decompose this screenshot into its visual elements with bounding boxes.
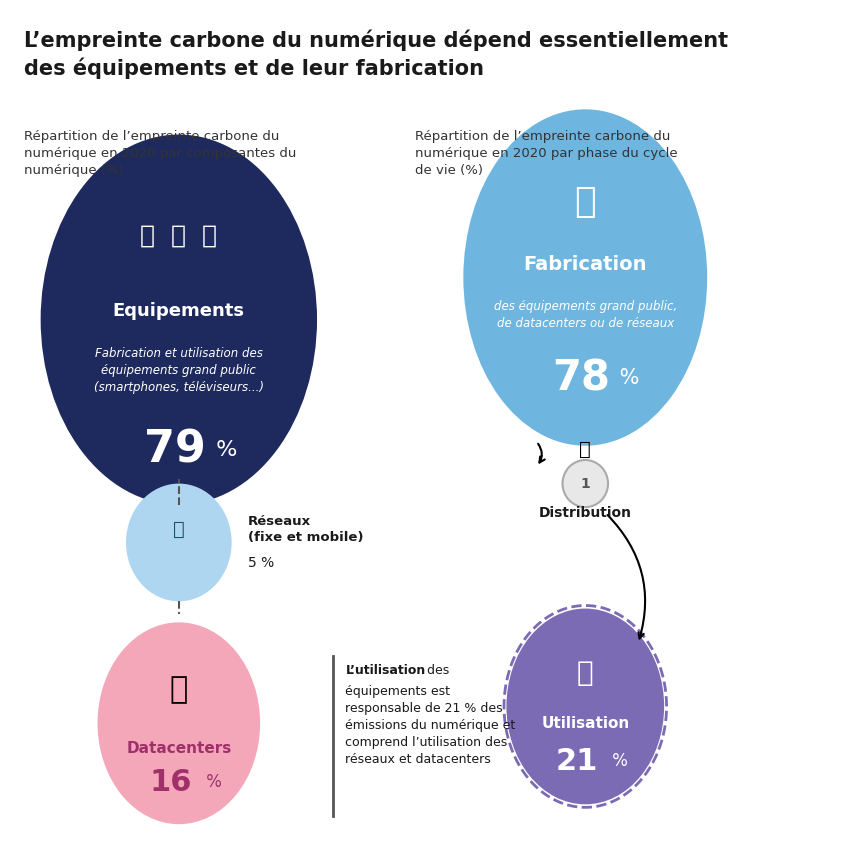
Text: des équipements grand public,
de datacenters ou de réseaux: des équipements grand public, de datacen… — [494, 300, 677, 331]
Text: L’utilisation: L’utilisation — [346, 664, 426, 677]
Ellipse shape — [463, 109, 708, 446]
Text: 1: 1 — [580, 477, 590, 490]
Text: 16: 16 — [150, 768, 192, 796]
Text: Datacenters: Datacenters — [126, 741, 231, 756]
Text: équipements est
responsable de 21 % des
émissions du numérique et
comprend l’uti: équipements est responsable de 21 % des … — [346, 685, 516, 766]
Text: 📡: 📡 — [173, 521, 184, 539]
Text: 78: 78 — [553, 357, 611, 399]
Text: %: % — [613, 368, 639, 389]
Ellipse shape — [41, 135, 317, 505]
Text: 📦: 📦 — [579, 441, 591, 459]
Text: Utilisation: Utilisation — [541, 716, 630, 731]
Text: des: des — [423, 664, 449, 677]
Text: Fabrication: Fabrication — [524, 256, 647, 274]
Text: 21: 21 — [556, 747, 598, 775]
Circle shape — [563, 460, 608, 507]
Text: %: % — [607, 752, 628, 770]
Text: 🔧: 🔧 — [574, 185, 596, 219]
Ellipse shape — [98, 622, 260, 824]
Text: %: % — [201, 773, 222, 791]
Text: 📱  🖥  💻: 📱 🖥 💻 — [140, 224, 217, 247]
Text: 🖱: 🖱 — [577, 659, 593, 687]
Text: 🗄: 🗄 — [170, 675, 188, 704]
Ellipse shape — [126, 484, 232, 601]
Text: 5 %: 5 % — [248, 557, 275, 570]
Ellipse shape — [507, 609, 664, 804]
Text: Fabrication et utilisation des
équipements grand public
(smartphones, téléviseur: Fabrication et utilisation des équipemen… — [94, 346, 264, 394]
Text: Distribution: Distribution — [539, 506, 632, 520]
Text: L’empreinte carbone du numérique dépend essentiellement
des équipements et de le: L’empreinte carbone du numérique dépend … — [24, 29, 728, 78]
Text: 79: 79 — [144, 428, 206, 472]
Text: %: % — [210, 440, 238, 460]
Text: Répartition de l’empreinte carbone du
numérique en 2020 par composantes du
numér: Répartition de l’empreinte carbone du nu… — [24, 130, 297, 177]
Text: Répartition de l’empreinte carbone du
numérique en 2020 par phase du cycle
de vi: Répartition de l’empreinte carbone du nu… — [415, 130, 677, 177]
Text: Réseaux
(fixe et mobile): Réseaux (fixe et mobile) — [248, 516, 364, 544]
Text: Equipements: Equipements — [113, 302, 245, 320]
